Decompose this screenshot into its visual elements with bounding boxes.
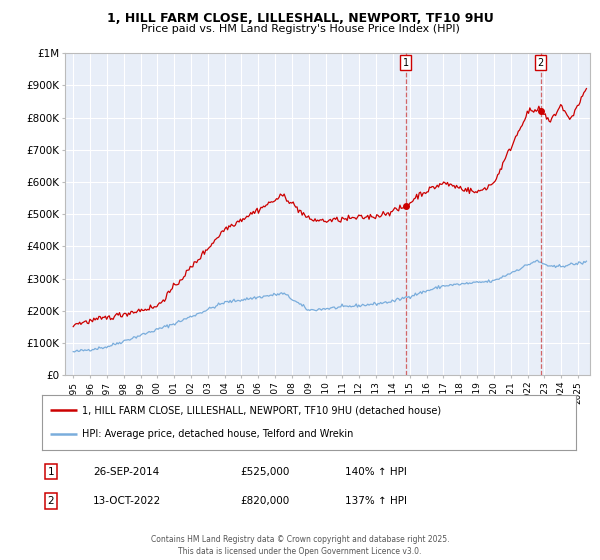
Text: 137% ↑ HPI: 137% ↑ HPI [345,496,407,506]
Text: 13-OCT-2022: 13-OCT-2022 [93,496,161,506]
Text: HPI: Average price, detached house, Telford and Wrekin: HPI: Average price, detached house, Telf… [82,430,353,439]
Text: 1, HILL FARM CLOSE, LILLESHALL, NEWPORT, TF10 9HU: 1, HILL FARM CLOSE, LILLESHALL, NEWPORT,… [107,12,493,25]
Text: £820,000: £820,000 [240,496,289,506]
Text: Price paid vs. HM Land Registry's House Price Index (HPI): Price paid vs. HM Land Registry's House … [140,24,460,34]
Text: 1: 1 [47,466,55,477]
Text: 2: 2 [538,58,544,68]
Text: 26-SEP-2014: 26-SEP-2014 [93,466,159,477]
Text: 140% ↑ HPI: 140% ↑ HPI [345,466,407,477]
Text: 2: 2 [47,496,55,506]
Text: 1: 1 [403,58,409,68]
Text: Contains HM Land Registry data © Crown copyright and database right 2025.
This d: Contains HM Land Registry data © Crown c… [151,535,449,556]
Text: £525,000: £525,000 [240,466,289,477]
Text: 1, HILL FARM CLOSE, LILLESHALL, NEWPORT, TF10 9HU (detached house): 1, HILL FARM CLOSE, LILLESHALL, NEWPORT,… [82,405,441,415]
